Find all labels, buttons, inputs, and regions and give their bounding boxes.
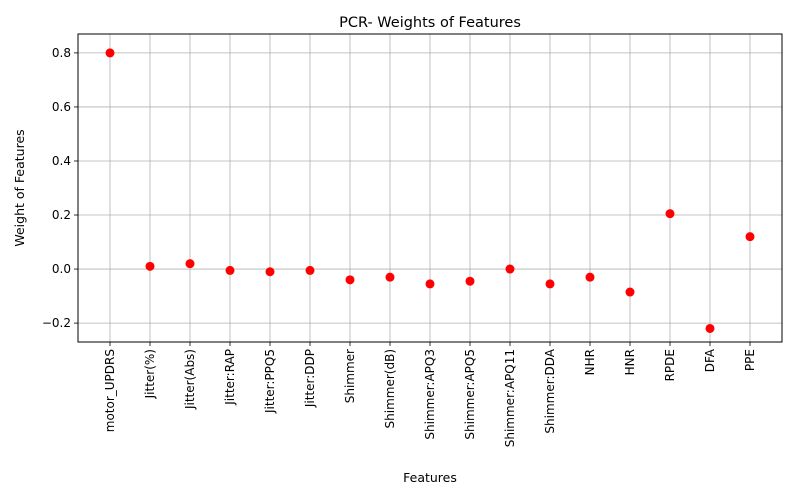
data-point bbox=[625, 287, 635, 297]
x-tick-label: motor_UPDRS bbox=[103, 349, 117, 432]
x-axis-label: Features bbox=[403, 470, 457, 485]
data-point bbox=[745, 232, 755, 242]
data-point bbox=[265, 267, 275, 277]
x-tick-label: Shimmer:APQ5 bbox=[463, 349, 477, 440]
data-point bbox=[185, 259, 195, 269]
x-tick-label: Shimmer:APQ3 bbox=[423, 349, 437, 440]
axis-ticks: motor_UPDRS Jitter(%) Jitter(Abs) Jitter:RA… bbox=[42, 46, 757, 447]
x-tick-label: Jitter:RAP bbox=[223, 349, 237, 406]
data-point bbox=[225, 265, 235, 275]
data-point bbox=[105, 48, 115, 58]
x-tick-label: RPDE bbox=[663, 349, 677, 381]
x-tick-label: Jitter(%) bbox=[143, 349, 157, 399]
x-tick-label: Jitter:PPQ5 bbox=[263, 349, 277, 414]
x-tick-label: Jitter(Abs) bbox=[183, 349, 197, 410]
data-point bbox=[585, 272, 595, 282]
y-tick-label: 0.8 bbox=[52, 46, 71, 60]
x-tick-label: Shimmer:APQ11 bbox=[503, 349, 517, 447]
grid bbox=[78, 34, 782, 342]
y-tick-label: 0.4 bbox=[52, 154, 71, 168]
data-point bbox=[345, 275, 355, 285]
y-tick-label: −0.2 bbox=[42, 316, 71, 330]
y-tick-label: 0.2 bbox=[52, 208, 71, 222]
data-point bbox=[305, 265, 315, 275]
data-point bbox=[705, 323, 715, 333]
data-points bbox=[105, 48, 755, 333]
x-tick-label: Shimmer:DDA bbox=[543, 348, 557, 433]
data-point bbox=[505, 264, 515, 274]
x-tick-label: DFA bbox=[703, 348, 717, 372]
x-tick-label: Shimmer bbox=[343, 349, 357, 403]
chart-title: PCR- Weights of Features bbox=[339, 15, 521, 31]
data-point bbox=[665, 209, 675, 219]
data-point bbox=[425, 279, 435, 289]
y-tick-label: 0.0 bbox=[52, 262, 71, 276]
x-tick-label: NHR bbox=[583, 349, 597, 375]
x-tick-label: HNR bbox=[623, 349, 637, 375]
data-point bbox=[145, 261, 155, 271]
data-point bbox=[465, 276, 475, 286]
x-tick-label: Jitter:DDP bbox=[303, 349, 317, 408]
y-tick-label: 0.6 bbox=[52, 100, 71, 114]
x-tick-label: PPE bbox=[743, 349, 757, 371]
y-axis-label: Weight of Features bbox=[12, 129, 27, 246]
data-point bbox=[545, 279, 555, 289]
data-point bbox=[385, 272, 395, 282]
x-tick-label: Shimmer(dB) bbox=[383, 349, 397, 428]
